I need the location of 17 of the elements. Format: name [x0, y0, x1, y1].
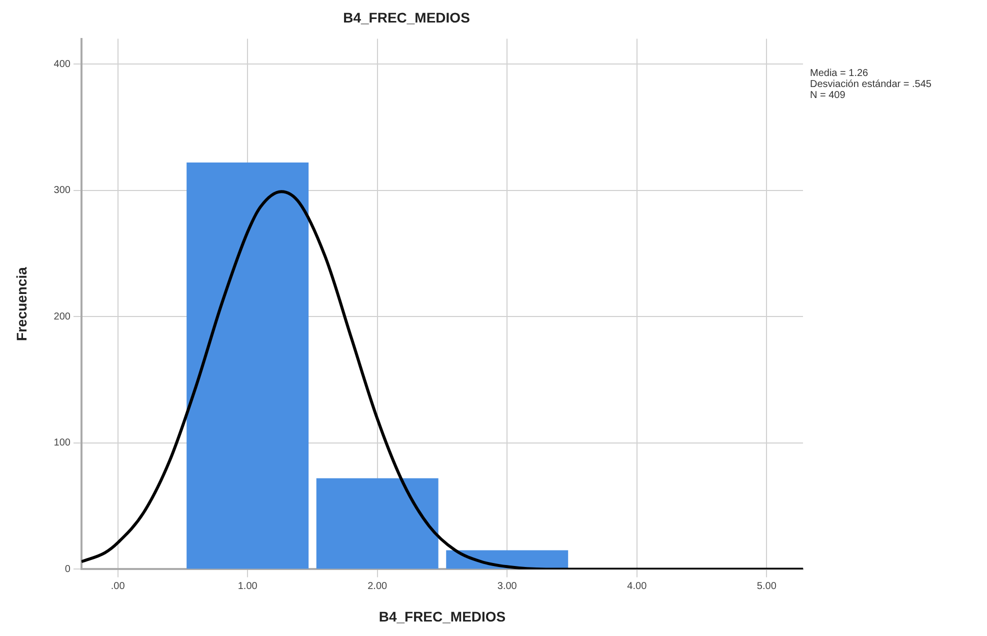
x-tick-label: 2.00 — [368, 580, 388, 592]
x-tick-label: 5.00 — [756, 580, 777, 592]
y-tick-label: 200 — [54, 311, 71, 322]
text: Media = 1.26 — [810, 68, 870, 79]
x-tick-label: 4.00 — [627, 580, 648, 592]
text: Desviación estándar = .545 — [810, 79, 932, 90]
chart-title: B4_FREC_MEDIOS — [343, 9, 470, 26]
y-tick-label: 100 — [54, 438, 71, 449]
y-tick-label: 400 — [54, 58, 71, 70]
x-axis-title: B4_FREC_MEDIOS — [378, 608, 506, 624]
y-axis-title: Frecuencia — [13, 266, 30, 341]
text: N = 409 — [810, 90, 846, 101]
y-tick-label: 300 — [54, 185, 71, 196]
x-tick-label: 3.00 — [497, 580, 518, 592]
x-tick-label: .00 — [110, 580, 126, 592]
y-tick-label: 0 — [64, 564, 71, 575]
x-tick-label: 1.00 — [238, 580, 258, 592]
